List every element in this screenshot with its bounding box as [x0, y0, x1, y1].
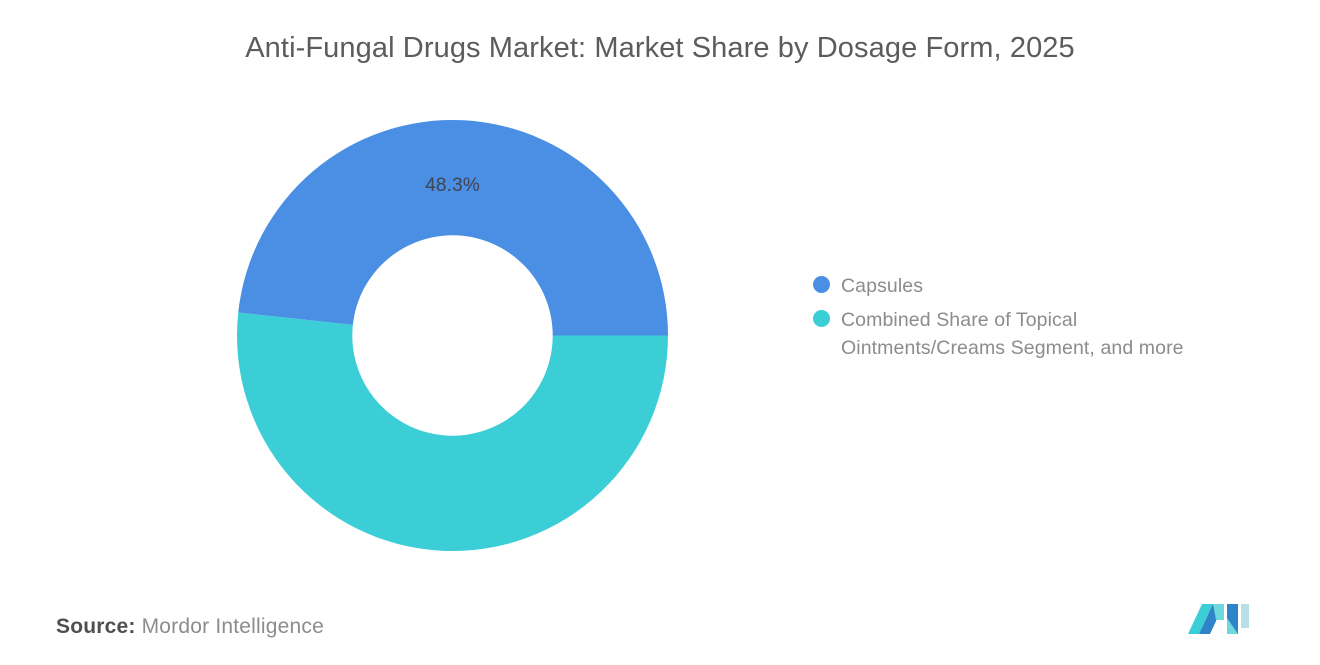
page-title: Anti-Fungal Drugs Market: Market Share b… — [245, 32, 1075, 64]
legend-label-topical: Combined Share of Topical Ointments/Crea… — [841, 309, 1184, 359]
mordor-intelligence-logo-icon — [1186, 598, 1254, 640]
source-label: Source: — [56, 615, 136, 638]
slice-data-label-capsules: 48.3% — [425, 175, 480, 196]
legend-label-capsules: Capsules — [841, 275, 924, 297]
donut-slice-2[interactable] — [237, 312, 668, 551]
source-value: Mordor Intelligence — [141, 615, 324, 638]
chart-legend: Capsules Combined Share of Topical Ointm… — [813, 272, 1273, 368]
legend-item-topical[interactable]: Combined Share of Topical Ointments/Crea… — [813, 306, 1273, 362]
legend-item-capsules[interactable]: Capsules — [813, 272, 1273, 300]
donut-slice-group — [237, 120, 668, 551]
legend-swatch-capsules-icon — [813, 276, 830, 293]
donut-chart: 48.3% — [237, 120, 668, 551]
donut-chart-svg — [237, 120, 668, 551]
legend-swatch-topical-icon — [813, 310, 830, 327]
source-line: Source: Mordor Intelligence — [56, 612, 324, 642]
logo-svg — [1188, 604, 1249, 634]
donut-slice-1[interactable] — [238, 120, 668, 336]
